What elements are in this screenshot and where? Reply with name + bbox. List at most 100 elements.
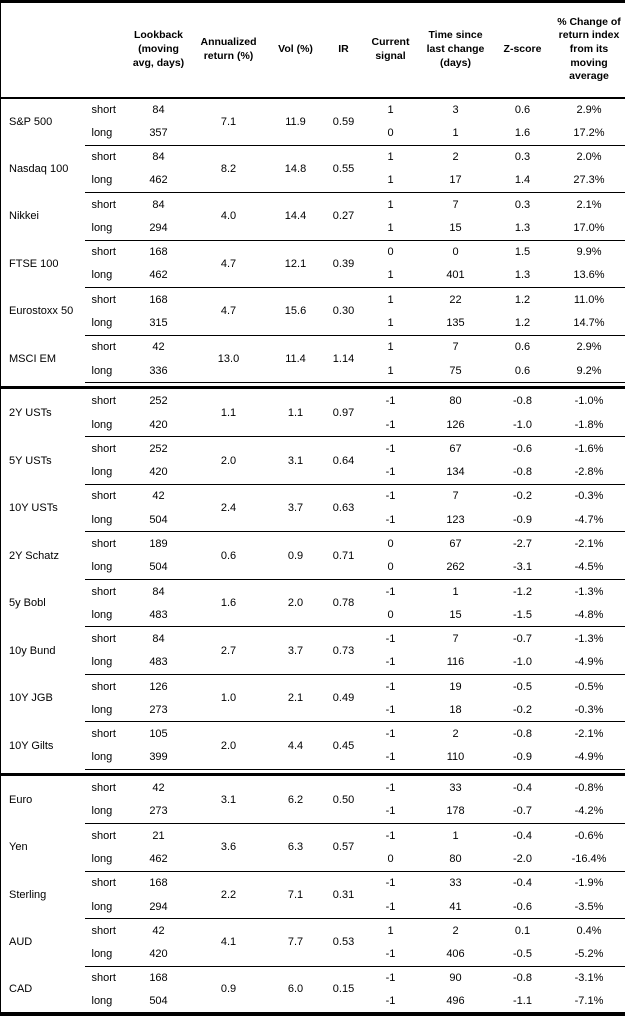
time-since-cell: 2 xyxy=(452,924,459,937)
ir-cell: 0.30 xyxy=(325,287,362,336)
lookback-cell: 273 xyxy=(125,799,192,825)
annualized-return-cell: 2.0 xyxy=(191,721,266,770)
zscore-cell: -1.5 xyxy=(491,603,554,628)
ir-cell: 0.97 xyxy=(325,389,362,438)
table-row: 10Y USTs short 42 2.4 3.7 0.63 -1 7 -0.2 -0.3% xyxy=(1,484,625,533)
lookback-cell: 420 xyxy=(125,460,192,485)
signal-cell: 0 xyxy=(387,537,394,550)
horizon-cell: short xyxy=(91,633,116,646)
lookback-cell: 42 xyxy=(152,924,165,937)
time-since-cell: 134 xyxy=(419,460,492,485)
table-row: long 357 0 1 1.6 17.2% xyxy=(1,121,625,146)
zscore-cell: -0.9 xyxy=(491,745,554,770)
zscore-cell: -0.2 xyxy=(491,698,554,723)
annualized-return-cell: 4.1 xyxy=(191,918,266,967)
header-vol: Vol (%) xyxy=(265,1,326,99)
horizon-cell: short xyxy=(91,246,116,259)
instrument-name: 10y Bund xyxy=(9,644,56,657)
zscore-cell: 0.6 xyxy=(514,341,531,354)
signal-cell: 1 xyxy=(387,293,394,306)
lookback-cell: 126 xyxy=(149,680,168,693)
instrument-name: 5Y USTs xyxy=(9,454,52,467)
pct-change-cell: 0.4% xyxy=(576,924,602,937)
lookback-cell: 294 xyxy=(125,216,192,241)
time-since-cell: 1 xyxy=(452,829,459,842)
annualized-return-cell: 4.7 xyxy=(191,240,266,289)
zscore-cell: 1.4 xyxy=(491,168,554,194)
time-since-cell: 123 xyxy=(419,508,492,533)
horizon-cell: long xyxy=(84,216,126,241)
time-since-cell: 1 xyxy=(419,121,492,146)
horizon-cell: long xyxy=(84,413,126,438)
lookback-cell: 336 xyxy=(125,358,192,384)
lookback-cell: 168 xyxy=(149,246,168,259)
zscore-cell: -0.6 xyxy=(491,894,554,920)
time-since-cell: 7 xyxy=(452,341,459,354)
pct-change-cell: 2.9% xyxy=(576,341,602,354)
signal-cell: 1 xyxy=(387,924,394,937)
annualized-return-cell: 13.0 xyxy=(191,335,266,384)
header-ir: IR xyxy=(325,1,362,99)
horizon-cell: short xyxy=(91,293,116,306)
pct-change-cell: -0.5% xyxy=(574,680,604,693)
signal-cell: -1 xyxy=(385,728,396,741)
zscore-cell: -0.4 xyxy=(513,877,532,890)
table-body: S&P 500 short 84 7.1 11.9 0.59 1 3 0.6 2.9% long 35… xyxy=(1,97,625,1015)
horizon-cell: short xyxy=(91,972,116,985)
annualized-return-cell: 4.0 xyxy=(191,192,266,241)
pct-change-cell: 11.0% xyxy=(573,293,605,306)
table-row: CAD short 168 0.9 6.0 0.15 -1 90 -0.8 -3.1% xyxy=(1,966,625,1015)
zscore-cell: 0.6 xyxy=(514,103,531,116)
time-since-cell: 41 xyxy=(419,894,492,920)
lookback-cell: 399 xyxy=(125,745,192,770)
instrument-name: Sterling xyxy=(9,888,47,901)
horizon-cell: short xyxy=(91,490,116,503)
time-since-cell: 7 xyxy=(452,633,459,646)
ir-cell: 0.59 xyxy=(325,97,362,146)
vol-cell: 6.0 xyxy=(265,966,326,1015)
pct-change-cell: -7.1% xyxy=(553,989,625,1015)
table-row: long 273 -1 178 -0.7 -4.2% xyxy=(1,799,625,825)
time-since-cell: 116 xyxy=(419,650,492,675)
signal-cell: -1 xyxy=(385,442,396,455)
pct-change-cell: -3.1% xyxy=(574,972,604,985)
table-row: Sterling short 168 2.2 7.1 0.31 -1 33 -0.4 -1.9% xyxy=(1,871,625,920)
zscore-cell: 0.1 xyxy=(514,924,531,937)
signal-cell: 1 xyxy=(387,151,394,164)
lookback-cell: 21 xyxy=(152,829,165,842)
signal-cell: -1 xyxy=(361,460,420,485)
ir-cell: 0.15 xyxy=(325,966,362,1015)
horizon-cell: long xyxy=(84,121,126,146)
header-pct-change: % Change of return index from its moving… xyxy=(553,1,625,99)
header-current-signal: Current signal xyxy=(361,1,420,99)
lookback-cell: 315 xyxy=(125,311,192,336)
ir-cell: 0.64 xyxy=(325,436,362,485)
vol-cell: 2.1 xyxy=(265,674,326,723)
lookback-cell: 84 xyxy=(152,585,165,598)
zscore-cell: -0.8 xyxy=(513,972,532,985)
signal-cell: -1 xyxy=(385,395,396,408)
lookback-cell: 252 xyxy=(149,395,168,408)
table-row: long 273 -1 18 -0.2 -0.3% xyxy=(1,698,625,723)
pct-change-cell: -0.6% xyxy=(574,829,604,842)
time-since-cell: 2 xyxy=(452,728,459,741)
annualized-return-cell: 0.9 xyxy=(191,966,266,1015)
table-row: 10Y Gilts short 105 2.0 4.4 0.45 -1 2 -0.8 -2.1% xyxy=(1,721,625,770)
zscore-cell: -0.6 xyxy=(513,442,532,455)
header-zscore: Z-score xyxy=(491,1,554,99)
horizon-cell: short xyxy=(91,537,116,550)
zscore-cell: 1.2 xyxy=(491,311,554,336)
ir-cell: 0.71 xyxy=(325,531,362,580)
vol-cell: 7.7 xyxy=(265,918,326,967)
table-row: MSCI EM short 42 13.0 11.4 1.14 1 7 0.6 2.9% xyxy=(1,335,625,384)
pct-change-cell: -4.9% xyxy=(553,745,625,770)
time-since-cell: 22 xyxy=(449,293,462,306)
pct-change-cell: -5.2% xyxy=(553,942,625,967)
horizon-cell: long xyxy=(84,698,126,723)
signal-cell: -1 xyxy=(385,877,396,890)
ir-cell: 0.63 xyxy=(325,484,362,533)
pct-change-cell: 9.2% xyxy=(553,358,625,384)
vol-cell: 6.2 xyxy=(265,776,326,825)
time-since-cell: 7 xyxy=(452,198,459,211)
pct-change-cell: -3.5% xyxy=(553,894,625,920)
